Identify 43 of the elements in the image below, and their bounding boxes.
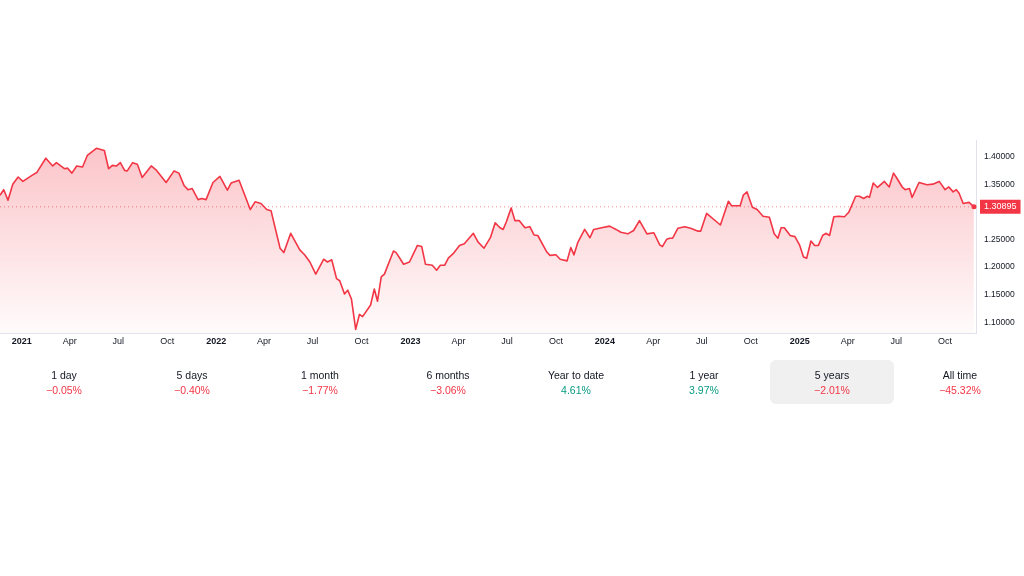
- y-tick-label: 1.40000: [984, 150, 1015, 161]
- y-tick-label: 1.25000: [984, 233, 1015, 244]
- x-tick-label: Oct: [354, 336, 370, 347]
- x-tick-label: 2023: [400, 336, 421, 347]
- x-tick-label: Jul: [306, 336, 319, 347]
- x-tick-label: Apr: [451, 336, 466, 347]
- x-tick-label: Jul: [890, 336, 902, 347]
- x-tick-label: Apr: [840, 336, 855, 347]
- y-tick-label: 1.20000: [984, 261, 1015, 272]
- category-label: 1 month: [301, 369, 339, 381]
- text: −2.01%: [814, 384, 850, 396]
- category-label: 1 day: [51, 369, 77, 381]
- x-tick-label: Apr: [62, 336, 77, 347]
- x-tick-label: Oct: [938, 336, 953, 347]
- category-label: 6 months: [426, 369, 470, 381]
- y-tick-label: 1.35000: [984, 178, 1015, 189]
- ref-line-label: 1.30895: [984, 201, 1017, 212]
- y-tick-label: 1.15000: [984, 288, 1015, 299]
- category-label: All time: [942, 369, 978, 381]
- x-tick-label: Apr: [646, 336, 661, 347]
- text: −1.77%: [302, 384, 338, 396]
- x-tick-label: 2021: [11, 336, 32, 347]
- category-label: 1 year: [689, 369, 719, 381]
- x-tick-label: Jul: [112, 336, 124, 347]
- x-tick-label: 2022: [206, 336, 227, 347]
- text: 3.97%: [689, 384, 719, 396]
- category-label: 5 days: [176, 369, 208, 381]
- category-label: Year to date: [547, 369, 605, 381]
- text: −0.40%: [174, 384, 210, 396]
- x-tick-label: Oct: [743, 336, 759, 347]
- x-tick-label: Oct: [548, 336, 564, 347]
- x-tick-label: 2025: [789, 336, 810, 347]
- category-label: 5 years: [814, 369, 850, 381]
- x-tick-label: Oct: [160, 336, 175, 347]
- text: −45.32%: [939, 384, 981, 396]
- text: −0.05%: [46, 384, 82, 396]
- text: 4.61%: [561, 384, 591, 396]
- x-tick-label: Jul: [501, 336, 513, 347]
- x-tick-label: 2024: [594, 336, 615, 347]
- y-tick-label: 1.10000: [984, 316, 1015, 327]
- text: −3.06%: [430, 384, 466, 396]
- x-tick-label: Apr: [257, 336, 272, 347]
- x-tick-label: Jul: [696, 336, 708, 347]
